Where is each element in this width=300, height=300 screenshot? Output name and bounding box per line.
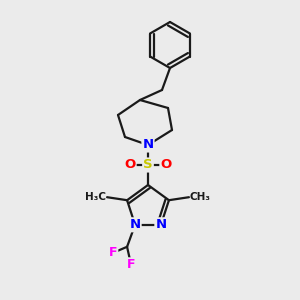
Text: N: N bbox=[142, 139, 154, 152]
Text: H₃C: H₃C bbox=[85, 192, 106, 202]
Text: F: F bbox=[127, 258, 135, 271]
Text: N: N bbox=[130, 218, 141, 231]
Text: CH₃: CH₃ bbox=[190, 192, 211, 202]
Text: S: S bbox=[143, 158, 153, 172]
Text: O: O bbox=[160, 158, 172, 172]
Text: F: F bbox=[109, 246, 117, 259]
Text: N: N bbox=[155, 218, 167, 231]
Text: O: O bbox=[124, 158, 136, 172]
